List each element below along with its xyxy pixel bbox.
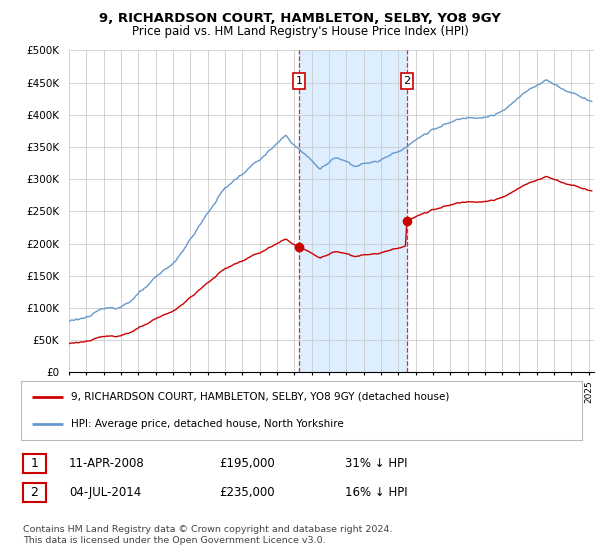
Text: 9, RICHARDSON COURT, HAMBLETON, SELBY, YO8 9GY: 9, RICHARDSON COURT, HAMBLETON, SELBY, Y… <box>99 12 501 25</box>
Text: Price paid vs. HM Land Registry's House Price Index (HPI): Price paid vs. HM Land Registry's House … <box>131 25 469 38</box>
Text: 16% ↓ HPI: 16% ↓ HPI <box>345 486 407 500</box>
Text: 11-APR-2008: 11-APR-2008 <box>69 457 145 470</box>
Text: 04-JUL-2014: 04-JUL-2014 <box>69 486 141 500</box>
Text: £195,000: £195,000 <box>219 457 275 470</box>
Text: 9, RICHARDSON COURT, HAMBLETON, SELBY, YO8 9GY (detached house): 9, RICHARDSON COURT, HAMBLETON, SELBY, Y… <box>71 391 450 402</box>
Bar <box>299 50 407 372</box>
Text: 1: 1 <box>30 457 38 470</box>
Text: 31% ↓ HPI: 31% ↓ HPI <box>345 457 407 470</box>
Text: £235,000: £235,000 <box>219 486 275 500</box>
Text: 2: 2 <box>403 76 410 86</box>
Text: HPI: Average price, detached house, North Yorkshire: HPI: Average price, detached house, Nort… <box>71 419 344 429</box>
Text: Contains HM Land Registry data © Crown copyright and database right 2024.
This d: Contains HM Land Registry data © Crown c… <box>23 525 392 545</box>
Text: 2: 2 <box>30 486 38 500</box>
Text: 1: 1 <box>296 76 302 86</box>
